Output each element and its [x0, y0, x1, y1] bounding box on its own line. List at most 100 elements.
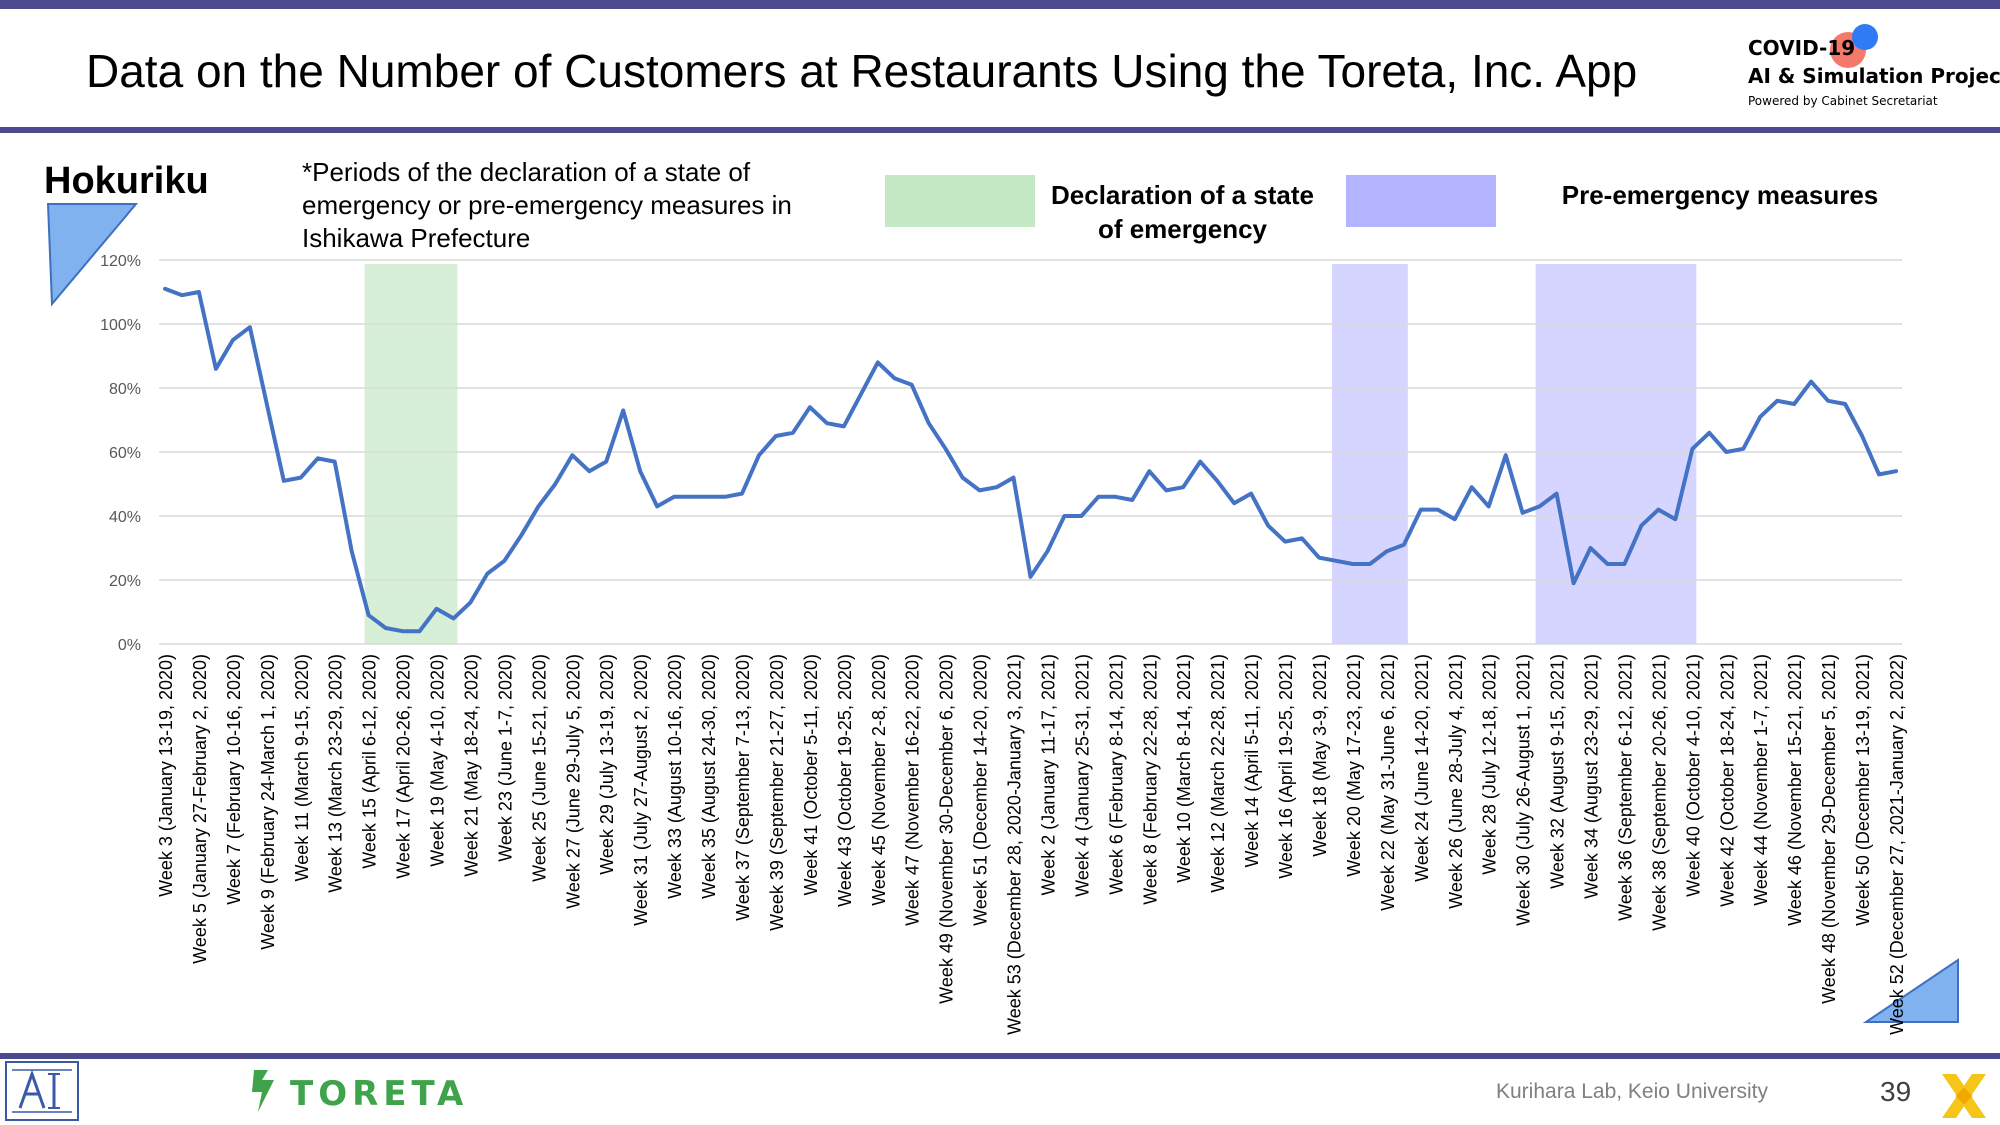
data-point [825, 421, 829, 425]
x-tick-label: Week 12 (March 22-28, 2021) [1208, 654, 1228, 893]
toreta-wordmark: TORETA [290, 1074, 469, 1114]
data-point [350, 549, 354, 553]
band-emergency-0 [364, 264, 458, 644]
legend-emergency-label: Declaration of a state of emergency [1051, 180, 1314, 244]
data-point [452, 616, 455, 620]
y-tick-label: 60% [109, 445, 141, 462]
x-tick-label: Week 23 (June 1-7, 2020) [495, 654, 515, 862]
x-tick-label: Week 15 (April 6-12, 2020) [360, 654, 380, 869]
data-point [876, 360, 880, 364]
x-tick-label: Week 4 (January 25-31, 2021) [1072, 654, 1092, 897]
data-point [1266, 524, 1270, 528]
data-point [1690, 447, 1694, 451]
data-point [1130, 498, 1134, 502]
x-tick-label: Week 43 (October 19-25, 2020) [835, 654, 855, 907]
data-point [384, 626, 388, 630]
x-tick-label: Week 30 (July 26-August 1, 2021) [1514, 654, 1534, 926]
y-tick-label: 40% [109, 509, 141, 526]
data-point [197, 290, 201, 294]
data-point [706, 495, 710, 499]
data-point [367, 613, 371, 617]
data-point [553, 482, 557, 486]
data-point [1758, 415, 1762, 419]
x-tick-label: Week 24 (June 14-20, 2021) [1412, 654, 1432, 882]
toreta-mark-icon [252, 1070, 274, 1112]
data-point [842, 424, 846, 428]
data-point [944, 447, 948, 451]
legend-pre-emergency-swatch [1346, 175, 1496, 227]
data-point [1877, 472, 1881, 476]
data-point [808, 405, 812, 409]
x-tick-label: Week 18 (May 3-9, 2021) [1310, 654, 1330, 857]
data-point [1215, 479, 1219, 483]
footer-divider [0, 1053, 2000, 1059]
data-point [333, 460, 337, 464]
data-point [1062, 514, 1066, 518]
data-point [1419, 508, 1423, 512]
data-point [1504, 453, 1508, 457]
logo-line-1: COVID-19 [1748, 36, 1856, 60]
data-point [1096, 495, 1100, 499]
x-logo-icon [1942, 1074, 1986, 1118]
x-tick-label: Week 49 (November 30-December 6, 2020) [937, 654, 957, 1004]
x-tick-label: Week 29 (July 13-19, 2020) [597, 654, 617, 875]
data-point [299, 476, 303, 480]
ai-lab-logo [5, 1061, 79, 1121]
data-point [1792, 402, 1796, 406]
data-point [1012, 476, 1016, 480]
data-point [1606, 562, 1609, 566]
x-tick-label: Week 34 (August 23-29, 2021) [1582, 654, 1602, 899]
period-note: *Periods of the declaration of a state o… [302, 157, 792, 253]
x-tick-label: Week 25 (June 15-21, 2020) [529, 654, 549, 882]
data-point [1741, 447, 1745, 451]
data-point [282, 479, 286, 483]
x-tick-label: Week 38 (September 20-26, 2021) [1649, 654, 1669, 931]
x-tick-label: Week 28 (July 12-18, 2021) [1480, 654, 1500, 875]
x-tick-label: Week 44 (November 1-7, 2021) [1751, 654, 1771, 906]
data-point [1826, 399, 1830, 403]
data-point [774, 434, 778, 438]
x-tick-label: Week 5 (January 27-February 2, 2020) [190, 654, 210, 964]
data-point [180, 293, 184, 297]
data-point [1860, 434, 1864, 438]
grid-lines [159, 259, 1902, 645]
x-tick-label: Week 37 (September 7-13, 2020) [733, 654, 753, 921]
x-tick-label: Week 53 (December 28, 2020-January 3, 20… [1005, 654, 1025, 1035]
y-tick-label: 100% [100, 317, 141, 334]
x-tick-label: Week 39 (September 21-27, 2020) [767, 654, 787, 931]
band-pre_emergency-1 [1331, 264, 1408, 644]
data-point [757, 453, 761, 457]
x-tick-label: Week 3 (January 13-19, 2020) [156, 654, 176, 897]
logo-line-3: Powered by Cabinet Secretariat [1748, 94, 1938, 108]
x-tick-label: Week 2 (January 11-17, 2021) [1038, 654, 1058, 895]
data-point [536, 504, 540, 508]
logo-blue-dot [1852, 24, 1878, 50]
x-tick-label: Week 19 (May 4-10, 2020) [428, 654, 448, 867]
x-tick-label: Week 36 (September 6-12, 2021) [1615, 654, 1635, 921]
x-tick-label: Week 42 (October 18-24, 2021) [1717, 654, 1737, 907]
data-point [1724, 450, 1728, 454]
x-tick-label: Week 32 (August 9-15, 2021) [1548, 654, 1568, 889]
data-point [1656, 508, 1660, 512]
data-point [978, 488, 982, 492]
x-tick-label: Week 11 (March 9-15, 2020) [292, 654, 312, 881]
data-point [1572, 581, 1576, 585]
x-tick-label: Week 22 (May 31-June 6, 2021) [1378, 654, 1398, 911]
data-point [587, 469, 591, 473]
data-point [1470, 485, 1474, 489]
x-tick-label: Week 47 (November 16-22, 2020) [903, 654, 923, 926]
x-tick-label: Week 33 (August 10-16, 2020) [665, 654, 685, 899]
x-tick-label: Week 26 (June 28-July 4, 2021) [1446, 654, 1466, 909]
x-tick-label: Week 20 (May 17-23, 2021) [1344, 654, 1364, 877]
lab-credit: Kurihara Lab, Keio University [1496, 1080, 1768, 1103]
data-point [604, 460, 608, 464]
x-tick-label: Week 9 (February 24-March 1, 2020) [258, 654, 278, 950]
data-point [1385, 549, 1389, 553]
x-tick-label: Week 52 (December 27, 2021-January 2, 20… [1887, 654, 1907, 1035]
y-tick-label: 20% [109, 573, 141, 590]
y-tick-label: 0% [118, 637, 141, 654]
y-axis-ticks: 0% 20% 40% 60% 80% 100% 120% [100, 253, 141, 654]
logo-line-2: AI & Simulation Project [1748, 64, 2000, 88]
data-point [265, 402, 269, 406]
data-point [1198, 460, 1202, 464]
